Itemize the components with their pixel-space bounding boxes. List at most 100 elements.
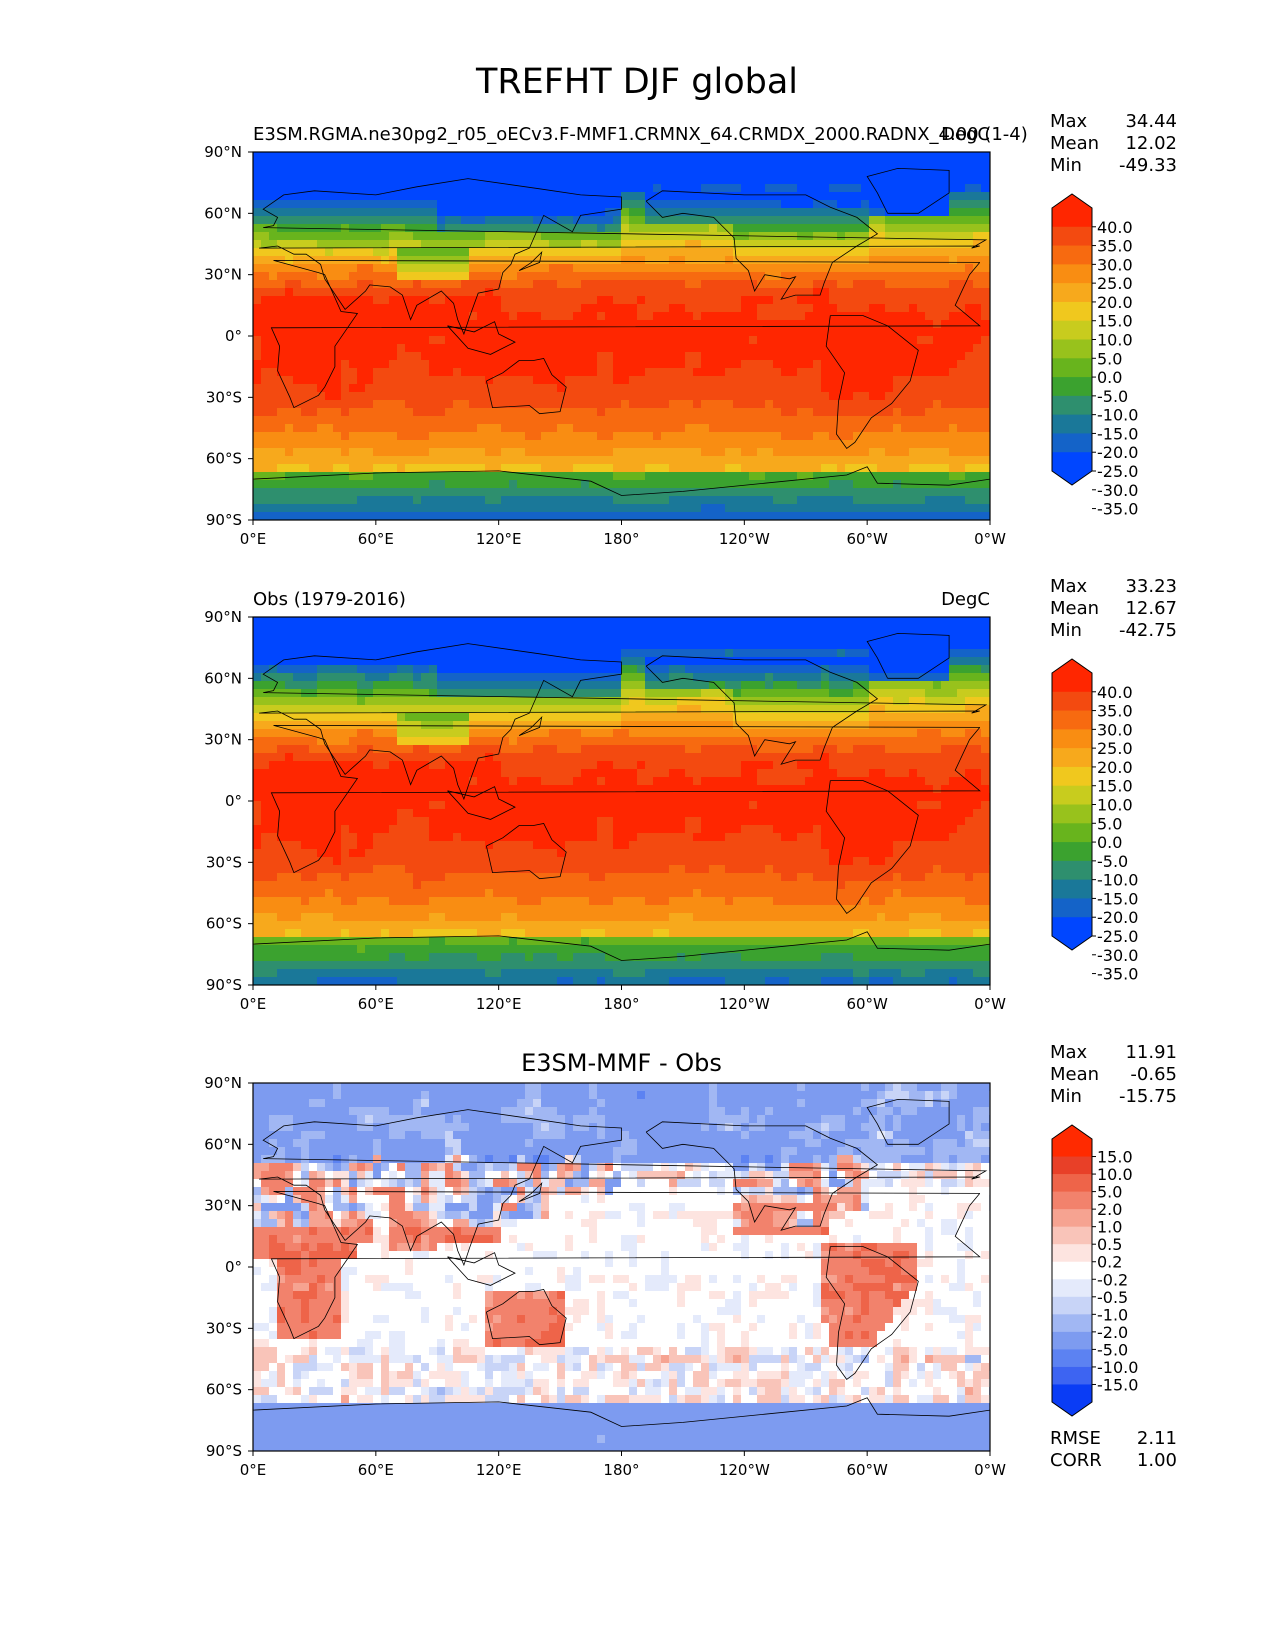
colorbar-2: 15.010.05.02.01.00.50.2-0.2-0.5-1.0-2.0-…: [1051, 1124, 1138, 1417]
stat-value-0-0: 34.44: [1125, 111, 1177, 132]
colorbar-label-1-13: -25.0: [1097, 927, 1138, 946]
colorbar-segment-1-8: [1052, 823, 1092, 843]
stat-value-0-1: 12.02: [1125, 133, 1177, 154]
stat-label-0-0: Max: [1050, 111, 1088, 132]
colorbar-segment-2-13: [1052, 1366, 1092, 1385]
colorbar-label-2-7: -0.2: [1097, 1270, 1128, 1289]
lon-tick-label-2-1: 60°E: [358, 1461, 394, 1479]
lat-tick-label-1-4: 30°S: [206, 853, 242, 871]
colorbar-0: 40.035.030.025.020.015.010.05.00.0-5.0-1…: [1051, 193, 1138, 519]
colorbar-label-0-10: -10.0: [1097, 406, 1138, 425]
colorbar-segment-0-5: [1052, 301, 1092, 322]
lon-tick-label-0-3: 180°: [603, 530, 639, 548]
colorbar-label-0-6: 10.0: [1097, 331, 1133, 350]
colorbar-label-1-9: -5.0: [1097, 852, 1128, 871]
colorbar-segment-1-13: [1052, 917, 1092, 937]
map-field-0: [253, 152, 991, 521]
colorbar-segment-2-3: [1052, 1191, 1092, 1210]
lat-tick-label-2-6: 90°S: [206, 1442, 242, 1460]
colorbar-label-1-12: -20.0: [1097, 908, 1138, 927]
lat-tick-label-0-1: 60°N: [204, 204, 242, 222]
colorbar-segment-2-11: [1052, 1331, 1092, 1350]
colorbar-segment-2-10: [1052, 1314, 1092, 1333]
colorbar-label-0-3: 25.0: [1097, 274, 1133, 293]
lat-tick-label-2-3: 0°: [225, 1258, 242, 1276]
lon-tick-label-2-4: 120°W: [719, 1461, 770, 1479]
lat-tick-label-0-0: 90°N: [204, 143, 242, 161]
lon-tick-label-1-1: 60°E: [358, 995, 394, 1013]
colorbar-segment-2-9: [1052, 1296, 1092, 1315]
colorbar-label-2-8: -0.5: [1097, 1288, 1128, 1307]
colorbar-segment-0-13: [1052, 452, 1092, 472]
lon-tick-label-0-6: 0°W: [974, 530, 1006, 548]
colorbar-label-1-14: -30.0: [1097, 946, 1138, 965]
colorbar-segment-1-1: [1052, 691, 1092, 712]
colorbar-label-1-5: 15.0: [1097, 777, 1133, 796]
lat-tick-label-0-4: 30°S: [206, 388, 242, 406]
panel-units-1: DegC: [941, 589, 990, 610]
stat-label-2-2: Min: [1050, 1086, 1082, 1107]
colorbar-label-1-11: -15.0: [1097, 889, 1138, 908]
colorbar-label-1-1: 35.0: [1097, 702, 1133, 721]
colorbar-segment-0-8: [1052, 358, 1092, 378]
lon-tick-label-1-5: 60°W: [846, 995, 888, 1013]
colorbar-label-0-9: -5.0: [1097, 387, 1128, 406]
colorbar-segment-0-6: [1052, 320, 1092, 340]
lon-tick-label-2-5: 60°W: [846, 1461, 888, 1479]
colorbar-label-2-3: 2.0: [1097, 1200, 1122, 1219]
lon-tick-label-0-4: 120°W: [719, 530, 770, 548]
colorbar-segment-2-1: [1052, 1156, 1092, 1175]
lon-tick-label-0-0: 0°E: [240, 530, 267, 548]
colorbar-label-0-0: 40.0: [1097, 218, 1133, 237]
lon-tick-label-2-6: 0°W: [974, 1461, 1006, 1479]
colorbar-label-0-15: -35.0: [1097, 500, 1138, 519]
colorbar-segment-2-4: [1052, 1209, 1092, 1228]
lon-tick-label-1-3: 180°: [603, 995, 639, 1013]
colorbar-segment-0-12: [1052, 433, 1092, 453]
extra-stat-label-2-1: CORR: [1050, 1450, 1102, 1471]
colorbar-label-1-8: 0.0: [1097, 833, 1122, 852]
colorbar-segment-1-3: [1052, 729, 1092, 749]
colorbar-segment-2-0: [1052, 1139, 1092, 1158]
colorbar-segment-2-2: [1052, 1174, 1092, 1193]
colorbar-label-2-5: 0.5: [1097, 1235, 1122, 1254]
colorbar-label-0-2: 30.0: [1097, 255, 1133, 274]
lon-tick-label-1-0: 0°E: [240, 995, 267, 1013]
lat-tick-label-0-2: 30°N: [204, 266, 242, 284]
colorbar-segment-2-12: [1052, 1349, 1092, 1368]
colorbar-label-0-5: 15.0: [1097, 312, 1133, 331]
colorbar-label-1-7: 5.0: [1097, 814, 1122, 833]
extra-stat-label-2-0: RMSE: [1050, 1428, 1101, 1449]
stat-value-1-2: -42.75: [1119, 620, 1177, 641]
colorbar-label-0-1: 35.0: [1097, 237, 1133, 256]
colorbar-outline-2: [1051, 1124, 1093, 1417]
lon-tick-label-2-0: 0°E: [240, 1461, 267, 1479]
lon-tick-label-0-1: 60°E: [358, 530, 394, 548]
colorbar-segment-1-6: [1052, 785, 1092, 805]
colorbar-label-2-0: 15.0: [1097, 1148, 1133, 1167]
lat-tick-label-1-1: 60°N: [204, 669, 242, 687]
colorbar-min-extend-2: [1052, 1402, 1092, 1416]
stat-label-2-0: Max: [1050, 1042, 1088, 1063]
lat-tick-label-2-1: 60°N: [204, 1135, 242, 1153]
lat-tick-label-1-2: 30°N: [204, 731, 242, 749]
colorbar-label-1-6: 10.0: [1097, 796, 1133, 815]
colorbar-segment-1-0: [1052, 673, 1092, 693]
stat-value-2-0: 11.91: [1125, 1042, 1177, 1063]
stat-value-1-1: 12.67: [1125, 598, 1177, 619]
coastlines-0: [252, 167, 991, 496]
colorbar-segment-0-9: [1052, 377, 1092, 397]
colorbar-label-1-10: -10.0: [1097, 871, 1138, 890]
colorbar-label-2-11: -5.0: [1097, 1340, 1128, 1359]
colorbar-label-2-13: -15.0: [1097, 1375, 1138, 1394]
colorbar-label-1-15: -35.0: [1097, 965, 1138, 984]
colorbar-segment-1-5: [1052, 766, 1092, 787]
lon-tick-label-0-5: 60°W: [846, 530, 888, 548]
lon-tick-label-0-2: 120°E: [476, 530, 522, 548]
coastlines-1: [252, 632, 991, 961]
stat-label-1-2: Min: [1050, 620, 1082, 641]
colorbar-label-0-13: -25.0: [1097, 462, 1138, 481]
lat-tick-label-2-0: 90°N: [204, 1074, 242, 1092]
stat-label-1-1: Mean: [1050, 598, 1099, 619]
